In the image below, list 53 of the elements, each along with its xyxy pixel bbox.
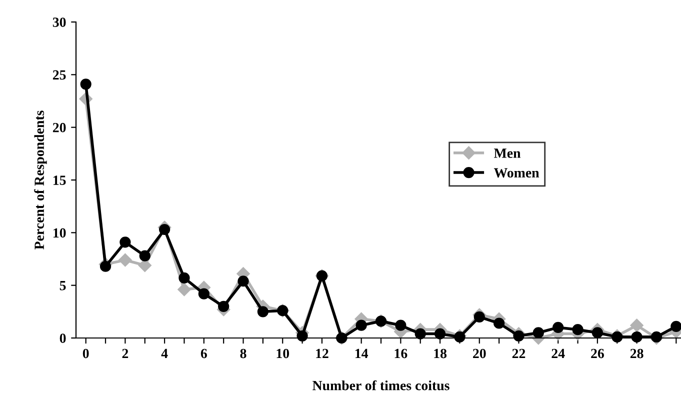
x-tick-label: 10 [276,348,290,358]
point [118,253,132,267]
x-tick-label: 2 [122,348,128,358]
x-tick-label: 12 [316,348,328,358]
point [592,327,604,338]
y-tick-label: 0 [60,334,66,343]
point [513,330,524,342]
point [532,327,544,338]
point [670,320,681,332]
x-tick-label: 6 [200,348,207,358]
x-tick-label: 24 [552,348,565,358]
point [356,320,367,331]
point [630,318,644,332]
legend-label: Women [494,168,540,178]
point [120,236,131,248]
point [198,288,210,300]
x-tick-label: 28 [630,348,644,358]
legend-label: Men [494,148,521,158]
x-tick-label: 0 [82,348,89,358]
point [494,318,505,329]
x-tick-label: 22 [512,348,526,358]
point [474,311,485,322]
point [552,322,564,334]
x-axis-title: Number of times coitus [312,380,450,390]
y-axis-title: Percent of Respondents [34,110,47,250]
point [434,328,446,340]
point [218,300,230,312]
x-tick-label: 4 [161,348,168,358]
point [158,224,170,236]
x-tick-label: 26 [591,348,604,358]
point [238,276,249,287]
point [257,306,268,318]
x-tick-label: 18 [434,348,447,358]
point [631,331,642,343]
point [178,282,191,296]
y-tick-label: 20 [52,122,66,132]
point [100,260,112,272]
point [139,250,150,262]
point [178,272,190,284]
point [395,320,406,331]
point [80,78,92,90]
y-tick-label: 30 [52,18,66,27]
point [572,324,584,336]
y-tick-label: 10 [54,228,66,238]
point [414,328,426,340]
y-tick-label: 25 [52,70,66,80]
point [296,330,308,342]
y-tick-label: 15 [54,176,66,185]
x-tick-label: 14 [355,348,368,358]
x-tick-label: 16 [394,348,408,358]
x-tick-label: 8 [240,348,246,358]
x-tick-label: 20 [473,348,486,358]
y-tick-label: 5 [60,281,66,290]
